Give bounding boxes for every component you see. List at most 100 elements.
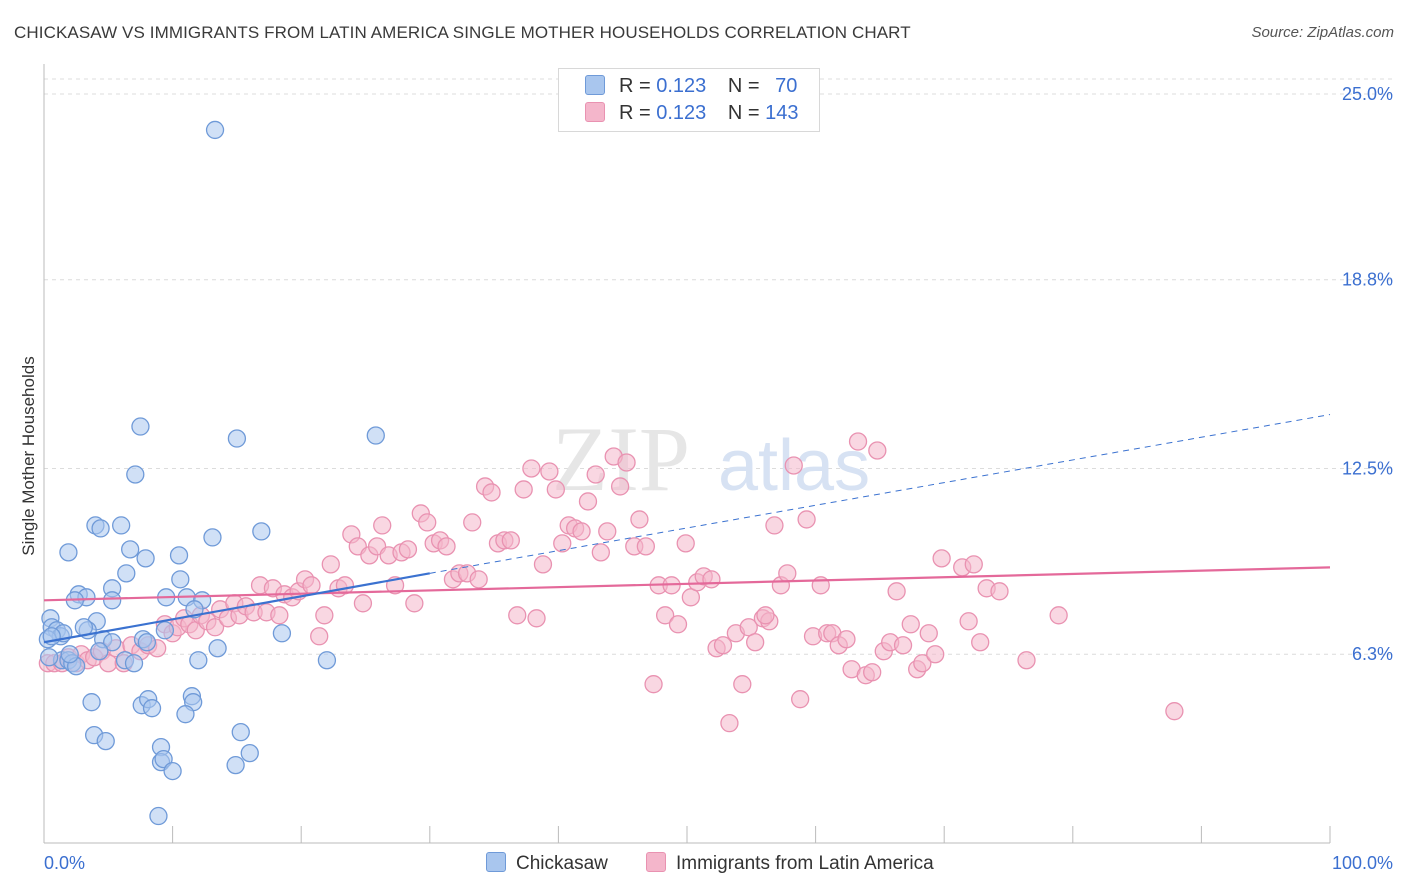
latin-america-point bbox=[353, 594, 373, 613]
chickasaw-point bbox=[131, 417, 150, 436]
chickasaw-trendline bbox=[43, 572, 430, 644]
legend-r-value-latin-america: 0.123 bbox=[656, 102, 707, 124]
latin-america-point bbox=[778, 564, 797, 583]
latin-america-point bbox=[527, 609, 546, 628]
bottom-legend-latin-america: Immigrants from Latin America bbox=[646, 852, 934, 875]
legend-n-value-latin-america: 143 bbox=[765, 102, 799, 124]
latin-america-point bbox=[863, 663, 882, 682]
latin-america-point bbox=[586, 465, 605, 484]
latin-america-point bbox=[398, 540, 418, 559]
latin-america-point bbox=[964, 555, 983, 574]
latin-america-point bbox=[733, 675, 752, 694]
latin-america-point bbox=[837, 630, 856, 649]
chickasaw-point bbox=[137, 633, 157, 652]
chickasaw-point bbox=[103, 633, 122, 652]
axis-layer: 6.3% 12.5% 18.8% 25.0% 0.0% 100.0% bbox=[43, 64, 1393, 873]
latin-america-point bbox=[913, 654, 932, 673]
chickasaw-point bbox=[163, 761, 182, 781]
bottom-legend-chickasaw: Chickasaw bbox=[486, 852, 608, 875]
latin-america-point bbox=[315, 606, 334, 625]
latin-america-point bbox=[887, 582, 906, 601]
latin-america-point bbox=[919, 624, 938, 643]
latin-america-point bbox=[405, 594, 424, 613]
chickasaw-point bbox=[189, 651, 208, 670]
latin-america-point bbox=[418, 513, 437, 532]
latin-america-point bbox=[205, 618, 225, 637]
latin-america-point bbox=[598, 522, 617, 541]
chickasaw-point bbox=[226, 755, 245, 775]
chickasaw-point bbox=[60, 645, 79, 664]
stats-legend: R = 0.123 N = 70 R = 0.123 N = 143 bbox=[558, 68, 820, 132]
latin-america-point bbox=[463, 513, 482, 532]
latin-america-point bbox=[501, 531, 520, 550]
latin-america-point bbox=[746, 633, 765, 652]
latin-america-point bbox=[508, 606, 527, 625]
latin-america-point bbox=[655, 606, 675, 625]
latin-america-point bbox=[373, 516, 392, 535]
bottom-swatch-latin-america bbox=[646, 852, 666, 872]
latin-america-point bbox=[1049, 606, 1068, 625]
latin-america-point bbox=[630, 510, 649, 529]
chickasaw-point bbox=[208, 639, 227, 658]
legend-swatch-latin-america bbox=[585, 102, 605, 122]
latin-america-point bbox=[540, 462, 559, 481]
bottom-swatch-chickasaw bbox=[486, 852, 506, 872]
latin-america-point bbox=[644, 675, 663, 694]
chickasaw-point bbox=[126, 465, 145, 484]
points-layer bbox=[38, 120, 1184, 826]
latin-america-point bbox=[868, 441, 887, 460]
chickasaw-point bbox=[205, 120, 225, 140]
chickasaw-point bbox=[117, 564, 136, 583]
y-tick-label: 18.8% bbox=[1342, 270, 1393, 290]
chickasaw-point bbox=[176, 705, 195, 724]
chickasaw-point bbox=[82, 693, 101, 712]
grid-layer bbox=[44, 78, 1393, 655]
x-tick-label: 100.0% bbox=[1332, 853, 1393, 873]
latin-america-point bbox=[578, 492, 598, 511]
latin-america-point bbox=[514, 480, 533, 499]
chickasaw-point bbox=[121, 540, 140, 559]
trend-layer bbox=[43, 414, 1331, 644]
latin-america-point bbox=[617, 453, 636, 472]
legend-swatch-chickasaw bbox=[585, 75, 605, 95]
latin-america-point bbox=[310, 627, 329, 646]
chickasaw-point bbox=[366, 426, 385, 445]
latin-america-point bbox=[959, 612, 978, 631]
latin-america-point bbox=[932, 549, 951, 568]
chickasaw-point bbox=[231, 722, 250, 742]
chickasaw-point bbox=[59, 543, 78, 562]
chickasaw-point bbox=[155, 621, 175, 640]
latin-america-point bbox=[756, 606, 775, 625]
latin-america-point bbox=[702, 570, 721, 589]
latin-america-point bbox=[591, 543, 610, 562]
latin-america-point bbox=[765, 516, 784, 535]
latin-america-point bbox=[848, 432, 868, 451]
latin-america-point bbox=[797, 510, 816, 529]
latin-america-point bbox=[469, 570, 488, 589]
latin-america-point bbox=[676, 534, 695, 553]
latin-america-point bbox=[321, 555, 340, 574]
latin-america-point bbox=[990, 582, 1009, 601]
chickasaw-point bbox=[203, 528, 222, 547]
chickasaw-point bbox=[169, 546, 189, 565]
chickasaw-point bbox=[149, 806, 168, 826]
y-tick-label: 12.5% bbox=[1342, 458, 1393, 478]
latin-america-point bbox=[893, 636, 913, 655]
latin-america-point bbox=[1165, 702, 1184, 721]
chickasaw-point bbox=[39, 648, 59, 667]
chickasaw-point bbox=[96, 731, 115, 751]
legend-r-value-chickasaw: 0.123 bbox=[656, 75, 707, 97]
chickasaw-point bbox=[240, 743, 259, 763]
latin-america-point bbox=[636, 537, 655, 556]
latin-america-point bbox=[971, 633, 990, 652]
latin-america-point bbox=[926, 645, 945, 664]
chickasaw-point bbox=[142, 699, 162, 718]
chickasaw-point bbox=[171, 570, 190, 589]
latin-america-point bbox=[1017, 651, 1036, 670]
y-tick-label: 6.3% bbox=[1352, 644, 1393, 664]
latin-america-point bbox=[572, 522, 591, 541]
latin-america-point bbox=[901, 615, 920, 634]
latin-america-point bbox=[610, 477, 630, 496]
y-axis-label: Single Mother Households bbox=[19, 356, 38, 555]
